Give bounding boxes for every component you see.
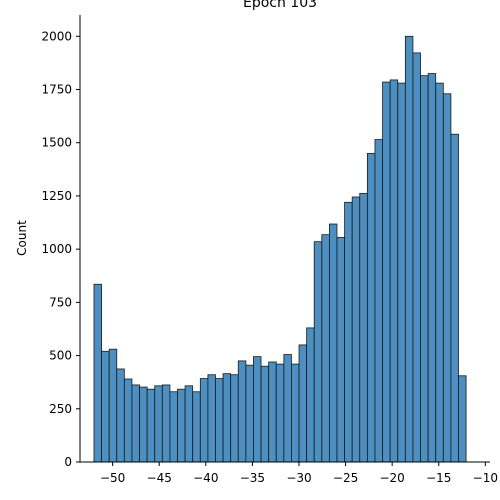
- histogram-bar: [222, 373, 232, 463]
- histogram-bar: [192, 391, 201, 463]
- histogram-bar: [199, 378, 209, 463]
- x-tick-label: −40: [193, 471, 218, 485]
- x-tick-label: −10: [473, 471, 498, 485]
- y-tick-label: 1250: [41, 189, 72, 203]
- histogram-bar: [146, 388, 156, 463]
- histogram-bar: [291, 363, 300, 463]
- histogram-bar: [313, 241, 323, 463]
- y-tick-label: 250: [49, 402, 72, 416]
- histogram-bar: [458, 375, 467, 463]
- histogram-bar: [435, 82, 444, 463]
- y-tick-label: 1750: [41, 83, 72, 97]
- histogram-bar: [245, 364, 254, 463]
- y-tick-label: 1500: [41, 136, 72, 150]
- histogram-bar: [237, 360, 247, 463]
- histogram-bar: [207, 374, 216, 463]
- histogram-bar: [215, 378, 224, 463]
- histogram-bar: [283, 354, 292, 463]
- histogram-bar: [298, 344, 308, 463]
- y-tick-label: 750: [49, 295, 72, 309]
- x-tick-label: −20: [379, 471, 404, 485]
- histogram-bar: [442, 93, 452, 463]
- histogram-bar: [336, 237, 345, 463]
- histogram-bar: [374, 139, 383, 463]
- histogram-bar: [359, 192, 368, 463]
- histogram-bar: [131, 384, 140, 463]
- histogram-bar: [351, 196, 361, 463]
- x-tick-label: −15: [426, 471, 451, 485]
- histogram-bar: [169, 391, 178, 463]
- histogram-bar: [412, 52, 421, 463]
- chart-title: Epoch 103: [243, 0, 317, 11]
- histogram-bar: [328, 223, 338, 463]
- y-tick-label: 0: [64, 455, 72, 469]
- histogram-bar: [184, 385, 194, 463]
- histogram-bar: [154, 385, 163, 463]
- histogram-bar: [101, 350, 110, 463]
- y-tick-label: 500: [49, 349, 72, 363]
- y-tick-label: 1000: [41, 242, 72, 256]
- histogram-bar: [253, 356, 262, 463]
- x-axis-ticks: −50 −45 −40 −35 −30 −25 −20 −15 −10: [100, 462, 498, 485]
- histogram-bar: [260, 365, 270, 463]
- y-axis-ticks: 0 250 500 750 1000 1250 1500 1750 2000: [41, 29, 80, 469]
- histogram-bar: [161, 384, 171, 463]
- histogram-bar: [268, 361, 277, 463]
- histogram-bar: [275, 363, 285, 463]
- histogram-bar: [389, 79, 399, 463]
- histogram-bar: [382, 81, 391, 463]
- histogram-bar: [321, 234, 330, 463]
- histogram-bar: [177, 388, 186, 463]
- histogram-bar: [344, 201, 353, 463]
- histogram-bar: [450, 133, 459, 463]
- y-axis-label: Count: [15, 220, 29, 256]
- histogram-bar: [93, 283, 102, 463]
- histogram-bar: [420, 75, 429, 463]
- histogram-bar: [366, 152, 376, 463]
- histogram-bar: [139, 386, 148, 463]
- x-tick-label: −35: [240, 471, 265, 485]
- histogram-bar: [427, 73, 437, 463]
- x-tick-label: −50: [100, 471, 125, 485]
- histogram-bar: [123, 378, 133, 463]
- histogram-bar: [108, 348, 118, 463]
- histogram-bar: [397, 82, 406, 463]
- x-tick-label: −30: [286, 471, 311, 485]
- histogram-bars: [93, 35, 467, 463]
- x-tick-label: −25: [333, 471, 358, 485]
- histogram-bar: [116, 368, 125, 463]
- y-tick-label: 2000: [41, 29, 72, 43]
- histogram-bar: [404, 35, 414, 463]
- x-tick-label: −45: [147, 471, 172, 485]
- histogram-bar: [230, 374, 239, 463]
- histogram-bar: [306, 327, 315, 463]
